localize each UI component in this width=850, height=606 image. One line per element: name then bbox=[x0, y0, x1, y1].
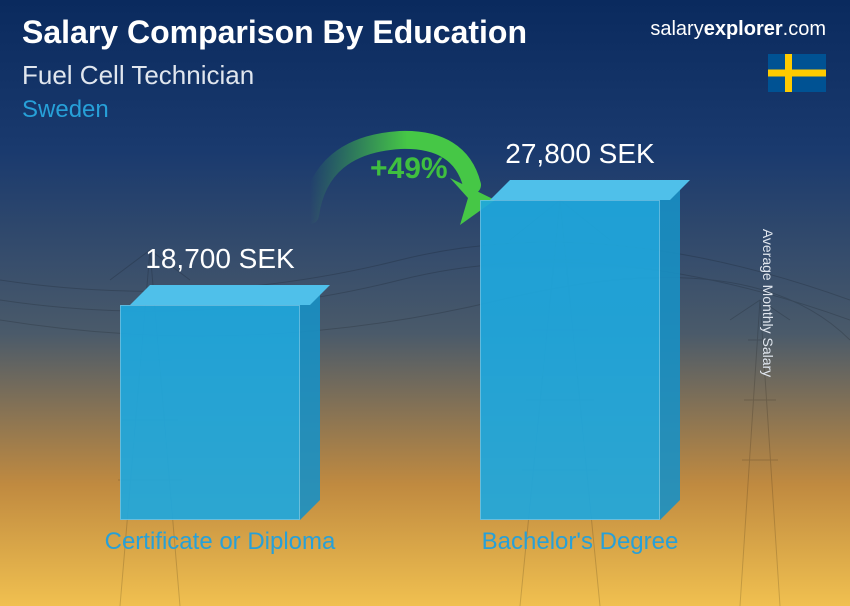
percent-increase-badge: +49% bbox=[370, 152, 448, 186]
country-label: Sweden bbox=[22, 96, 109, 124]
bar-value-label: 18,700 SEK bbox=[100, 243, 340, 275]
bar: 18,700 SEKCertificate or Diploma bbox=[120, 285, 320, 520]
bar-top bbox=[130, 285, 330, 305]
bar-front bbox=[120, 305, 300, 520]
brand-prefix: salary bbox=[650, 18, 703, 40]
job-subtitle: Fuel Cell Technician bbox=[22, 60, 254, 91]
bar: 27,800 SEKBachelor's Degree bbox=[480, 180, 680, 520]
bar-side bbox=[300, 285, 320, 520]
page-title: Salary Comparison By Education bbox=[22, 14, 527, 51]
bar-top bbox=[490, 180, 690, 200]
chart-area: +49% 18,700 SEKCertificate or Diploma 27,… bbox=[80, 130, 770, 556]
infographic-canvas: Salary Comparison By Education Fuel Cell… bbox=[0, 0, 850, 606]
sweden-flag-icon bbox=[768, 54, 826, 92]
bar-side bbox=[660, 180, 680, 520]
bar-value-label: 27,800 SEK bbox=[460, 138, 700, 170]
brand-strong: explorer bbox=[704, 18, 783, 40]
brand-logo-text: salaryexplorer.com bbox=[650, 18, 826, 41]
brand-suffix: .com bbox=[783, 18, 826, 40]
bar-category-label: Certificate or Diploma bbox=[70, 528, 370, 556]
bar-category-label: Bachelor's Degree bbox=[430, 528, 730, 556]
bar-front bbox=[480, 200, 660, 520]
